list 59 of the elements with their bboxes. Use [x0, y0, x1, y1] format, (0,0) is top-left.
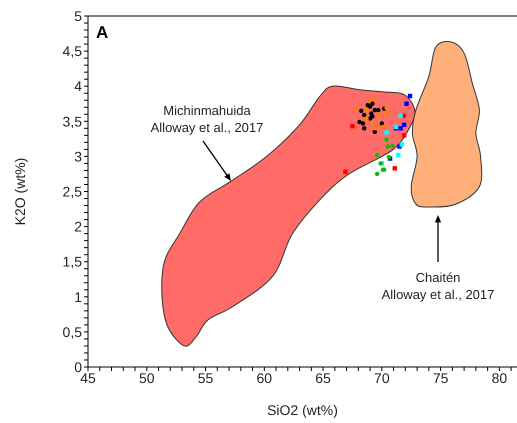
point: [369, 97, 374, 102]
point: [386, 144, 390, 149]
x-axis-title: SiO2 (wt%): [267, 402, 338, 418]
y-axis-title: K2O (wt%): [12, 158, 28, 226]
point: [374, 172, 380, 176]
annotation: A: [96, 23, 108, 42]
point: [398, 126, 403, 131]
y-tick-label: 4,5: [62, 43, 82, 60]
y-tick-label: 0: [74, 358, 82, 375]
point: [357, 120, 362, 124]
y-tick-label: 2,5: [62, 183, 82, 200]
point: [359, 108, 364, 113]
x-tick-label: 60: [256, 370, 272, 386]
point: [380, 121, 384, 126]
annotation: Michinmahuida Alloway et al., 2017: [150, 103, 264, 135]
point: [343, 170, 348, 174]
point: [377, 112, 382, 118]
point: [372, 126, 377, 131]
y-tick-label: 3: [74, 148, 82, 164]
x-tick-label: 45: [80, 370, 96, 386]
point: [374, 152, 380, 158]
point: [390, 144, 395, 148]
y-tick-label: 1,5: [62, 254, 82, 270]
point: [404, 102, 409, 106]
point: [384, 110, 389, 116]
point: [350, 124, 355, 128]
x-tick-label: 75: [432, 370, 449, 386]
point: [360, 121, 366, 126]
point: [392, 166, 397, 171]
point: [362, 126, 366, 131]
point: [364, 108, 369, 112]
point: [402, 122, 406, 128]
y-tick-label: 1: [74, 288, 82, 305]
point: [402, 133, 406, 138]
annotation: Chaitén Alloway et al., 2017: [382, 270, 494, 302]
y-tick-label: 3,5: [62, 113, 82, 130]
point: [384, 106, 389, 110]
point: [400, 142, 404, 147]
y-tick-label: 2: [74, 218, 82, 235]
point: [384, 137, 389, 142]
y-tick-label: 0,5: [62, 324, 82, 340]
point: [364, 116, 369, 121]
point: [376, 108, 381, 112]
x-tick-label: 80: [492, 370, 508, 386]
point: [362, 112, 366, 118]
x-tick-label: 55: [198, 370, 214, 386]
x-tick-label: 50: [138, 370, 155, 386]
x-tick-label: 65: [315, 370, 332, 386]
point: [374, 121, 378, 126]
y-tick-label: 5: [74, 8, 82, 24]
point: [396, 152, 400, 158]
point: [380, 124, 386, 130]
x-tick-label: 70: [374, 370, 390, 386]
point: [366, 102, 370, 108]
point: [370, 102, 375, 106]
point: [398, 113, 403, 118]
point: [354, 108, 358, 112]
point: [370, 114, 375, 119]
y-tick-label: 4: [74, 78, 82, 94]
